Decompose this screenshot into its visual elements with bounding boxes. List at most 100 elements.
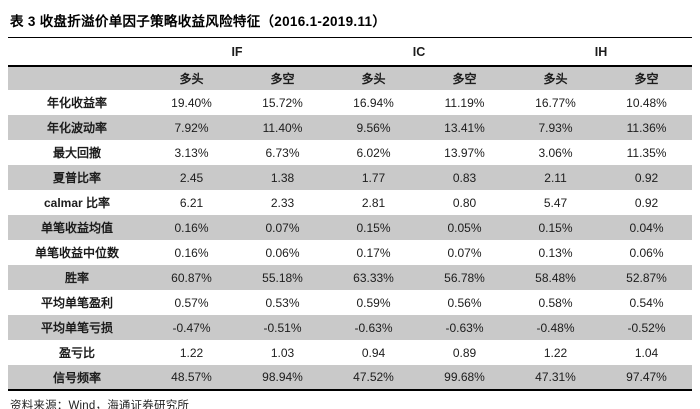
corner-cell xyxy=(8,38,146,67)
value-cell: -0.47% xyxy=(172,320,211,335)
value-cell: 99.68% xyxy=(444,370,485,384)
table-row: 盈亏比 1.22 1.03 0.94 0.89 1.22 1.04 xyxy=(8,340,693,365)
value-cell: 16.94% xyxy=(353,95,394,110)
value-cell: 9.56% xyxy=(356,120,391,135)
value-cell: 0.16% xyxy=(174,245,209,260)
value-cell: 0.07% xyxy=(265,220,300,235)
value-cell: 0.53% xyxy=(265,295,300,310)
sub-header: 多头 xyxy=(146,66,237,90)
table-header: IF IC IH 多头 多空 多头 多空 多头 多空 xyxy=(8,38,693,90)
value-cell: 11.40% xyxy=(262,120,303,135)
value-cell: 60.87% xyxy=(171,270,212,285)
value-cell: 2.11 xyxy=(544,170,567,185)
value-cell: 19.40% xyxy=(171,95,212,110)
value-cell: 0.06% xyxy=(265,245,300,260)
value-cell: 1.38 xyxy=(270,170,295,185)
value-cell: 0.94 xyxy=(361,345,386,360)
value-cell: 0.83 xyxy=(452,170,477,185)
table-row: 年化收益率 19.40% 15.72% 16.94% 11.19% 16.77% 10.48… xyxy=(8,90,693,115)
row-label: 平均单笔盈利 xyxy=(40,296,113,310)
sub-header: 多空 xyxy=(419,66,511,90)
row-label: 单笔收益中位数 xyxy=(34,246,119,260)
row-label: 胜率 xyxy=(64,271,89,285)
value-cell: 0.58% xyxy=(538,295,573,310)
value-cell: 13.41% xyxy=(444,120,485,135)
value-cell: 1.77 xyxy=(361,170,386,185)
value-cell: 0.59% xyxy=(356,295,391,310)
value-cell: 6.21 xyxy=(179,195,204,210)
group-header-if: IF xyxy=(146,38,329,67)
value-cell: 58.48% xyxy=(535,270,576,285)
row-label: 盈亏比 xyxy=(58,346,95,360)
value-cell: 0.04% xyxy=(629,220,664,235)
row-label: 夏普比率 xyxy=(52,171,101,185)
value-cell: 47.52% xyxy=(353,370,394,384)
value-cell: 0.06% xyxy=(629,245,664,260)
value-cell: 2.33 xyxy=(270,195,295,210)
corner-cell-sub xyxy=(8,66,146,90)
value-cell: 13.97% xyxy=(444,145,485,160)
value-cell: -0.48% xyxy=(536,320,575,335)
value-cell: 7.92% xyxy=(174,120,209,135)
value-cell: 0.07% xyxy=(447,245,482,260)
value-cell: 0.15% xyxy=(538,220,573,235)
value-cell: 5.47 xyxy=(543,195,568,210)
value-cell: -0.63% xyxy=(354,320,393,335)
group-header-ic: IC xyxy=(328,38,511,67)
row-label: 最大回撤 xyxy=(52,146,101,160)
value-cell: 3.06% xyxy=(538,145,573,160)
value-cell: 48.57% xyxy=(171,370,212,384)
value-cell: 47.31% xyxy=(535,370,576,384)
value-cell: 1.22 xyxy=(179,345,204,360)
table-row: 平均单笔亏损 -0.47% -0.51% -0.63% -0.63% -0.48% -0.5… xyxy=(8,315,693,340)
row-label: 平均单笔亏损 xyxy=(40,321,113,335)
value-cell: 10.48% xyxy=(626,95,667,110)
value-cell: -0.63% xyxy=(445,320,484,335)
value-cell: 56.78% xyxy=(444,270,485,285)
table-row: 平均单笔盈利 0.57% 0.53% 0.59% 0.56% 0.58% 0.54% xyxy=(8,290,693,315)
value-cell: 6.02% xyxy=(356,145,391,160)
sub-header: 多头 xyxy=(328,66,420,90)
sub-header-row: 多头 多空 多头 多空 多头 多空 xyxy=(8,66,693,90)
value-cell: 11.19% xyxy=(444,95,485,110)
table-row: calmar 比率 6.21 2.33 2.81 0.80 5.47 0.92 xyxy=(8,190,693,215)
value-cell: -0.51% xyxy=(263,320,302,335)
row-label: 年化波动率 xyxy=(46,121,107,135)
value-cell: 0.57% xyxy=(174,295,209,310)
table-row: 单笔收益均值 0.16% 0.07% 0.15% 0.05% 0.15% 0.04% xyxy=(8,215,693,240)
table-row: 胜率 60.87% 55.18% 63.33% 56.78% 58.48% 52.87% xyxy=(8,265,693,290)
value-cell: 3.13% xyxy=(174,145,209,160)
group-header-row: IF IC IH xyxy=(8,38,693,67)
row-label: calmar 比率 xyxy=(43,196,111,210)
value-cell: 16.77% xyxy=(535,95,576,110)
value-cell: 0.13% xyxy=(538,245,573,260)
value-cell: 0.54% xyxy=(629,295,664,310)
group-header-ih: IH xyxy=(510,38,693,67)
value-cell: 55.18% xyxy=(262,270,303,285)
value-cell: 6.73% xyxy=(265,145,300,160)
value-cell: 11.35% xyxy=(626,145,667,160)
value-cell: 0.89 xyxy=(452,345,477,360)
value-cell: 0.92 xyxy=(634,170,659,185)
value-cell: 7.93% xyxy=(538,120,573,135)
value-cell: 0.80 xyxy=(452,195,477,210)
value-cell: 97.47% xyxy=(626,370,667,384)
table-row: 最大回撤 3.13% 6.73% 6.02% 13.97% 3.06% 11.35% xyxy=(8,140,693,165)
value-cell: 0.17% xyxy=(356,245,391,260)
sub-header: 多空 xyxy=(601,66,693,90)
table-row: 夏普比率 2.45 1.38 1.77 0.83 2.11 0.92 xyxy=(8,165,693,190)
value-cell: 63.33% xyxy=(353,270,394,285)
value-cell: 0.15% xyxy=(356,220,391,235)
value-cell: 0.92 xyxy=(634,195,659,210)
value-cell: 2.45 xyxy=(179,170,204,185)
value-cell: 2.81 xyxy=(361,195,386,210)
value-cell: 98.94% xyxy=(262,370,303,384)
value-cell: 1.04 xyxy=(634,345,659,360)
source-note: 资料来源：Wind，海通证券研究所 xyxy=(10,400,190,409)
table-title: 表 3 收盘折溢价单因子策略收益风险特征（2016.1-2019.11） xyxy=(8,6,692,38)
value-cell: 1.22 xyxy=(543,345,568,360)
value-cell: 0.16% xyxy=(174,220,209,235)
value-cell: 11.36% xyxy=(626,120,667,135)
sub-header: 多空 xyxy=(237,66,329,90)
